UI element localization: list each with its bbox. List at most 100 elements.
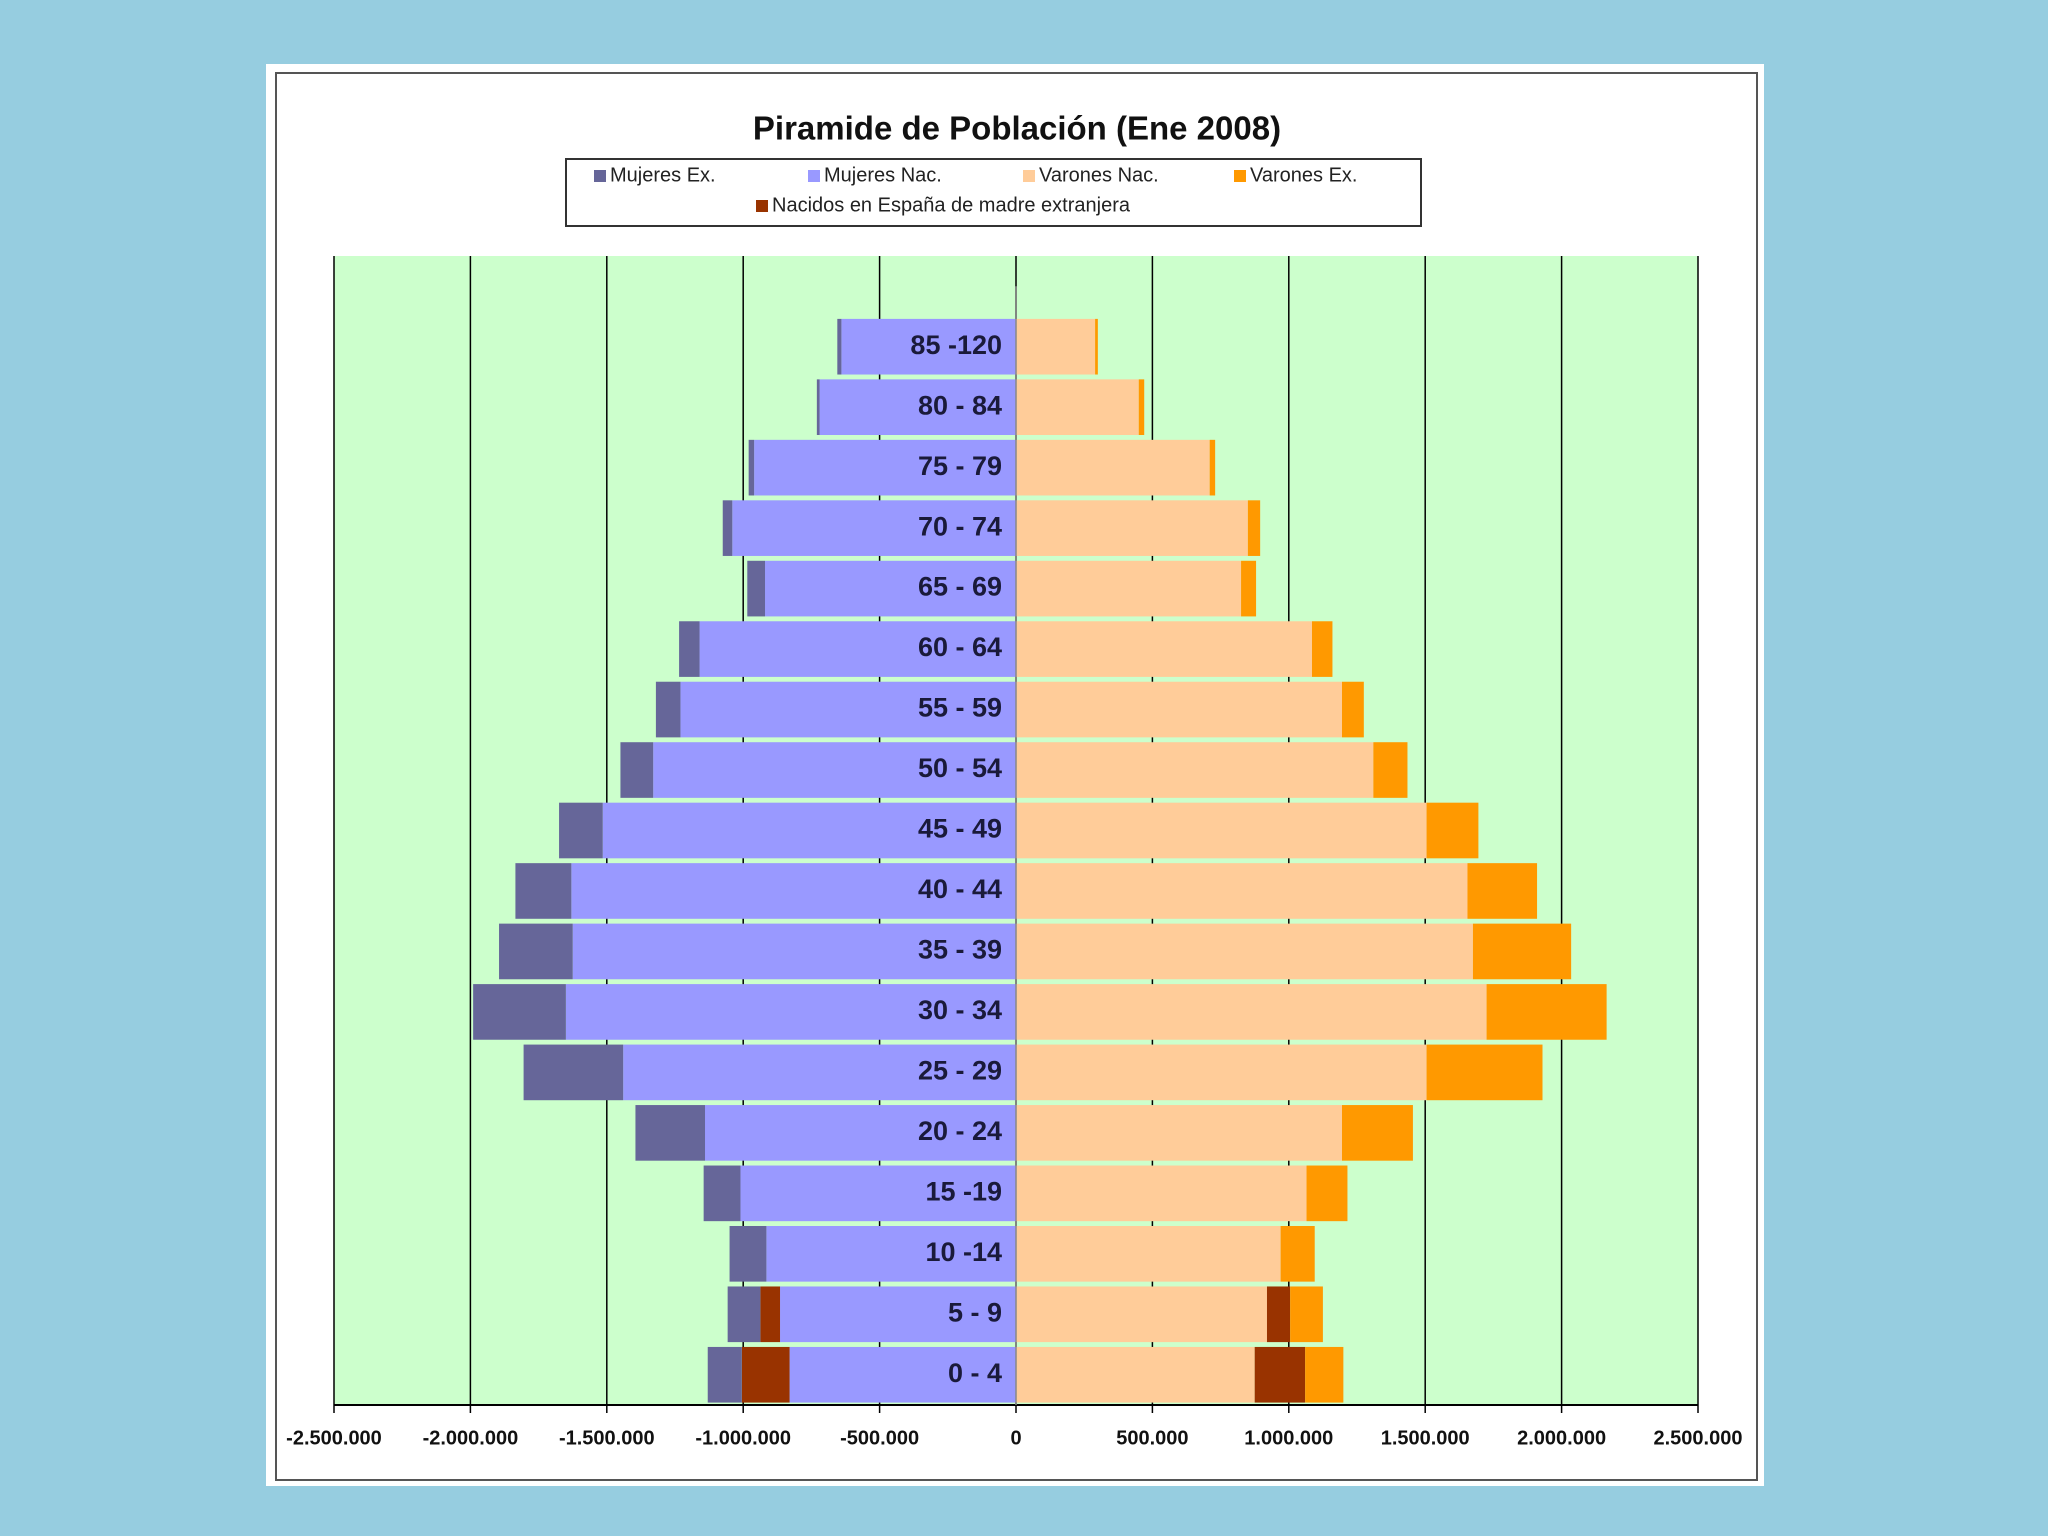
- x-tick-label: 1.000.000: [1244, 1427, 1333, 1449]
- bar: [729, 1225, 767, 1282]
- legend-label: Nacidos en España de madre extranjera: [772, 194, 1131, 216]
- category-label: 60 - 64: [918, 632, 1002, 662]
- bar: [653, 742, 1016, 798]
- bar: [1016, 923, 1473, 980]
- bar: [765, 560, 1016, 617]
- bar: [1016, 500, 1248, 556]
- bar: [747, 560, 766, 617]
- category-label: 25 - 29: [918, 1056, 1002, 1086]
- bar: [1016, 1044, 1427, 1101]
- x-tick-label: 2.500.000: [1654, 1427, 1743, 1449]
- legend-swatch: [1234, 170, 1246, 182]
- bar: [1241, 560, 1257, 617]
- category-label: 30 - 34: [918, 995, 1002, 1025]
- bar: [602, 802, 1016, 859]
- category-label: 75 - 79: [918, 451, 1002, 481]
- bar: [1016, 681, 1342, 738]
- category-label: 65 - 69: [918, 572, 1002, 602]
- bar: [635, 1105, 706, 1161]
- x-tick-label: 500.000: [1116, 1427, 1188, 1449]
- category-label: 15 -19: [925, 1176, 1002, 1206]
- legend-swatch: [808, 170, 820, 182]
- bar: [679, 621, 700, 677]
- bar: [1095, 318, 1098, 375]
- bar: [1016, 1105, 1342, 1161]
- bar: [523, 1044, 624, 1101]
- category-label: 40 - 44: [918, 874, 1002, 904]
- x-tick-label: 0: [1010, 1427, 1021, 1449]
- bar: [1016, 984, 1487, 1040]
- bar: [680, 681, 1016, 738]
- legend-swatch: [594, 170, 606, 182]
- bar: [1467, 863, 1538, 919]
- bar: [1426, 1044, 1543, 1101]
- category-label: 70 - 74: [918, 511, 1002, 541]
- bar: [1016, 318, 1096, 375]
- bar: [1016, 1286, 1267, 1343]
- bar: [1472, 923, 1572, 980]
- bar: [572, 923, 1016, 980]
- bar: [1016, 560, 1242, 617]
- category-label: 50 - 54: [918, 753, 1002, 783]
- bar: [1247, 500, 1261, 556]
- bar: [789, 1346, 1016, 1403]
- bar: [623, 1044, 1016, 1101]
- bar: [705, 1105, 1016, 1161]
- category-label: 80 - 84: [918, 390, 1002, 420]
- bar: [1254, 1346, 1306, 1403]
- bar: [732, 500, 1016, 556]
- x-tick-label: -2.500.000: [286, 1427, 382, 1449]
- bar: [1373, 742, 1408, 798]
- legend-label: Mujeres Nac.: [824, 164, 942, 186]
- x-tick-label: 2.000.000: [1517, 1427, 1606, 1449]
- category-label: 20 - 24: [918, 1116, 1002, 1146]
- bar: [655, 681, 681, 738]
- category-label: 55 - 59: [918, 693, 1002, 723]
- bar: [515, 863, 572, 919]
- bar: [499, 923, 573, 980]
- category-label: 35 - 39: [918, 935, 1002, 965]
- bar: [1341, 1105, 1413, 1161]
- bar: [1016, 1165, 1307, 1222]
- chart-title: Piramide de Población (Ene 2008): [753, 110, 1281, 147]
- bar: [1016, 1225, 1281, 1282]
- bar: [707, 1346, 742, 1403]
- x-tick-label: -1.000.000: [695, 1427, 791, 1449]
- category-label: 10 -14: [925, 1237, 1002, 1267]
- bar: [754, 439, 1016, 496]
- bar: [1016, 379, 1139, 436]
- bar: [1486, 984, 1607, 1040]
- bar: [571, 863, 1016, 919]
- bar: [837, 318, 842, 375]
- bar: [766, 1225, 1016, 1282]
- bar: [1266, 1286, 1291, 1343]
- bar: [565, 984, 1016, 1040]
- bar: [1290, 1286, 1323, 1343]
- bar: [703, 1165, 741, 1222]
- bar: [1016, 439, 1210, 496]
- bar: [819, 379, 1016, 436]
- legend-label: Mujeres Ex.: [610, 164, 716, 186]
- legend: [565, 158, 1422, 227]
- category-label: 5 - 9: [948, 1297, 1002, 1327]
- legend-label: Varones Ex.: [1250, 164, 1357, 186]
- bar: [841, 318, 1016, 375]
- bar: [1306, 1165, 1348, 1222]
- bar: [1209, 439, 1216, 496]
- bar: [1016, 621, 1312, 677]
- bar: [473, 984, 566, 1040]
- bar: [1016, 1346, 1255, 1403]
- bar: [1016, 742, 1374, 798]
- bar: [1311, 621, 1333, 677]
- legend-swatch: [1023, 170, 1035, 182]
- bar: [816, 379, 820, 436]
- bar: [722, 500, 733, 556]
- bar: [1016, 863, 1468, 919]
- bar: [1305, 1346, 1344, 1403]
- bar: [1280, 1225, 1315, 1282]
- bar: [760, 1286, 781, 1343]
- bar: [1341, 681, 1364, 738]
- bar: [1426, 802, 1479, 859]
- bar: [559, 802, 603, 859]
